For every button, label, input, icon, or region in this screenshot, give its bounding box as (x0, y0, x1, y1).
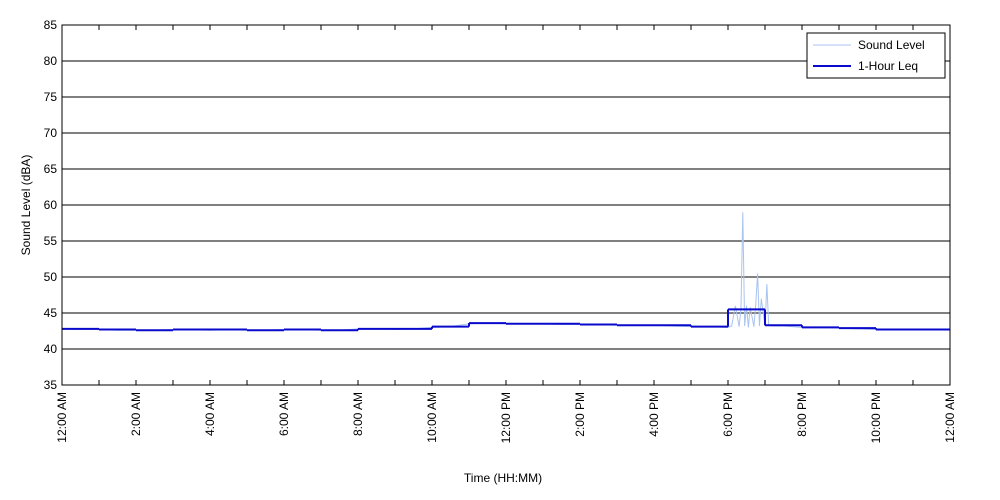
x-tick-label: 10:00 AM (425, 392, 439, 443)
x-tick-label: 2:00 AM (129, 392, 143, 436)
y-tick-label: 55 (44, 234, 58, 248)
x-tick-label: 2:00 PM (573, 392, 587, 437)
y-tick-label: 65 (44, 162, 58, 176)
x-tick-label: 12:00 AM (55, 392, 69, 443)
y-tick-label: 45 (44, 306, 58, 320)
legend: Sound Level 1-Hour Leq (806, 32, 946, 79)
y-tick-label: 50 (44, 270, 58, 284)
x-tick-label: 8:00 AM (351, 392, 365, 436)
y-tick-label: 85 (44, 18, 58, 32)
x-tick-label: 12:00 AM (943, 392, 957, 443)
y-tick-label: 40 (44, 342, 58, 356)
y-tick-label: 35 (44, 378, 58, 392)
y-tick-label: 60 (44, 198, 58, 212)
x-axis-label: Time (HH:MM) (464, 471, 542, 485)
legend-box (806, 32, 946, 79)
axes-frame (61, 24, 951, 386)
y-tick-label: 70 (44, 126, 58, 140)
x-tick-label: 4:00 PM (647, 392, 661, 437)
legend-label: Sound Level (858, 38, 925, 52)
x-tick-label: 8:00 PM (795, 392, 809, 437)
x-tick-label: 6:00 PM (721, 392, 735, 437)
legend-label: 1-Hour Leq (858, 59, 918, 73)
y-tick-label: 75 (44, 90, 58, 104)
x-tick-label: 12:00 PM (499, 392, 513, 443)
x-tick-label: 6:00 AM (277, 392, 291, 436)
y-axis-label: Sound Level (dBA) (19, 155, 33, 256)
y-tick-label: 80 (44, 54, 58, 68)
x-tick-label: 4:00 AM (203, 392, 217, 436)
x-tick-label: 10:00 PM (869, 392, 883, 443)
